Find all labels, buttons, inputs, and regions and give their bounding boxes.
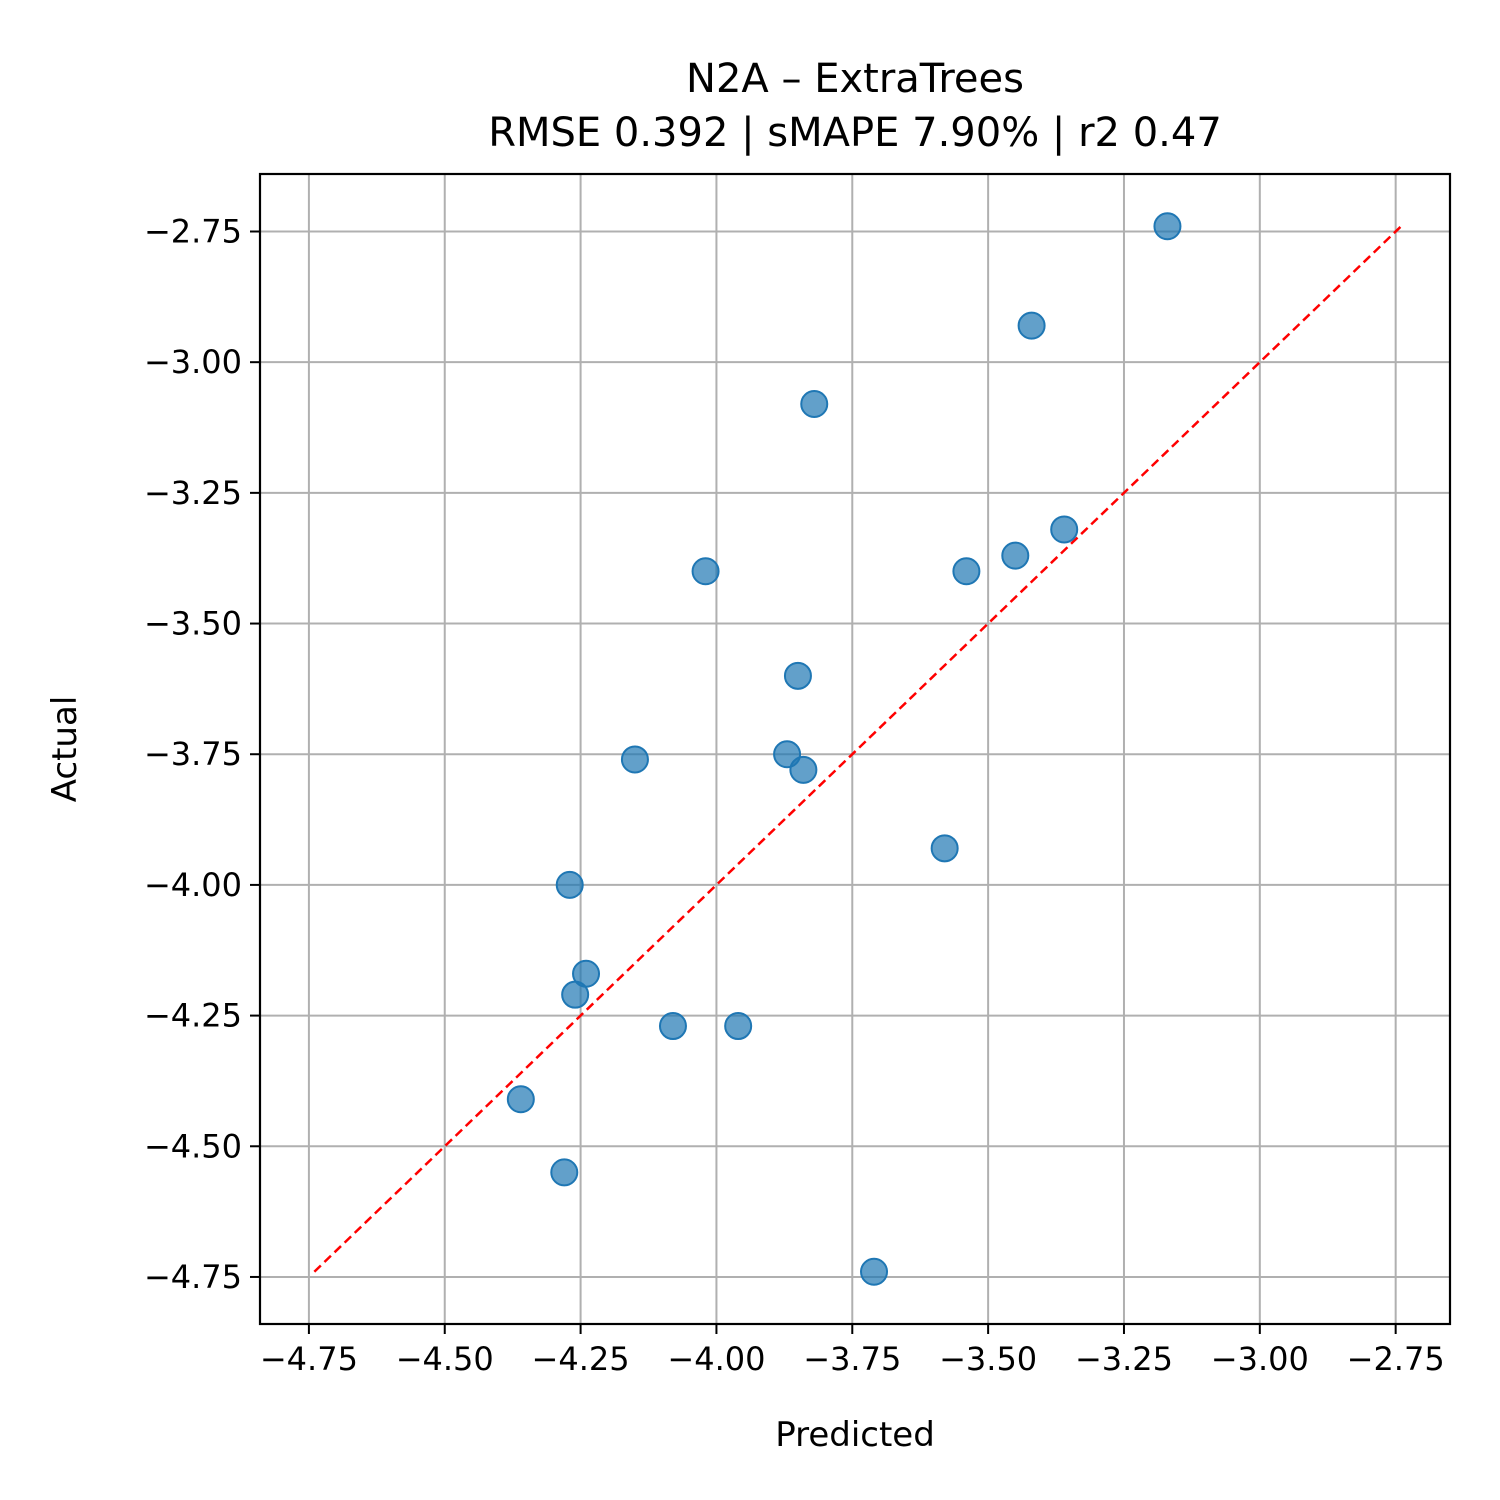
data-point (860, 1257, 889, 1286)
y-tick-label: −4.50 (144, 1127, 242, 1165)
data-point (561, 980, 590, 1009)
data-point (952, 557, 981, 586)
y-tick-label: −3.75 (144, 735, 242, 773)
plot-frame (258, 172, 1452, 1326)
y-tick-label: −2.75 (144, 213, 242, 251)
data-point (783, 661, 812, 690)
data-point (658, 1012, 687, 1041)
identity-diagonal-line (313, 225, 1402, 1273)
data-point (1017, 311, 1046, 340)
x-tick-label: −3.50 (939, 1340, 1037, 1378)
data-point (724, 1012, 753, 1041)
y-axis-ticks: −2.75 −3.00 −3.25 −3.50 −3.75 −4.00 −4.25 −4.50… (144, 213, 260, 1296)
y-tick-label: −3.25 (144, 474, 242, 512)
x-tick-label: −4.50 (396, 1340, 494, 1378)
x-tick-label: −2.75 (1347, 1340, 1445, 1378)
data-point (506, 1085, 535, 1114)
y-tick-label: −4.75 (144, 1258, 242, 1296)
x-axis-ticks: −4.75 −4.50 −4.25 −4.00 −3.75 −3.50 −3.25 −3.00… (260, 1324, 1445, 1378)
data-point (930, 834, 959, 863)
y-tick-label: −4.25 (144, 997, 242, 1035)
data-points (506, 212, 1182, 1286)
data-point (691, 557, 720, 586)
x-tick-label: −3.25 (1075, 1340, 1173, 1378)
data-point (550, 1158, 579, 1187)
x-axis-label: Predicted (775, 1415, 935, 1455)
y-tick-label: −4.00 (144, 866, 242, 904)
data-point (1153, 212, 1182, 241)
x-tick-label: −3.75 (803, 1340, 901, 1378)
grid-lines (260, 174, 1450, 1324)
chart-title: N2A – ExtraTrees (686, 56, 1024, 102)
x-tick-label: −3.00 (1211, 1340, 1309, 1378)
x-tick-label: −4.25 (532, 1340, 630, 1378)
y-tick-label: −3.00 (144, 343, 242, 381)
data-point (1001, 541, 1030, 570)
y-axis-label: Actual (45, 696, 85, 803)
data-point (620, 745, 649, 774)
data-point (1050, 515, 1079, 544)
chart-subtitle: RMSE 0.392 | sMAPE 7.90% | r2 0.47 (488, 110, 1222, 156)
x-tick-label: −4.00 (667, 1340, 765, 1378)
data-point (555, 870, 584, 899)
data-point (800, 390, 829, 418)
y-tick-label: −3.50 (144, 605, 242, 643)
x-tick-label: −4.75 (260, 1340, 358, 1378)
data-point (789, 755, 818, 784)
